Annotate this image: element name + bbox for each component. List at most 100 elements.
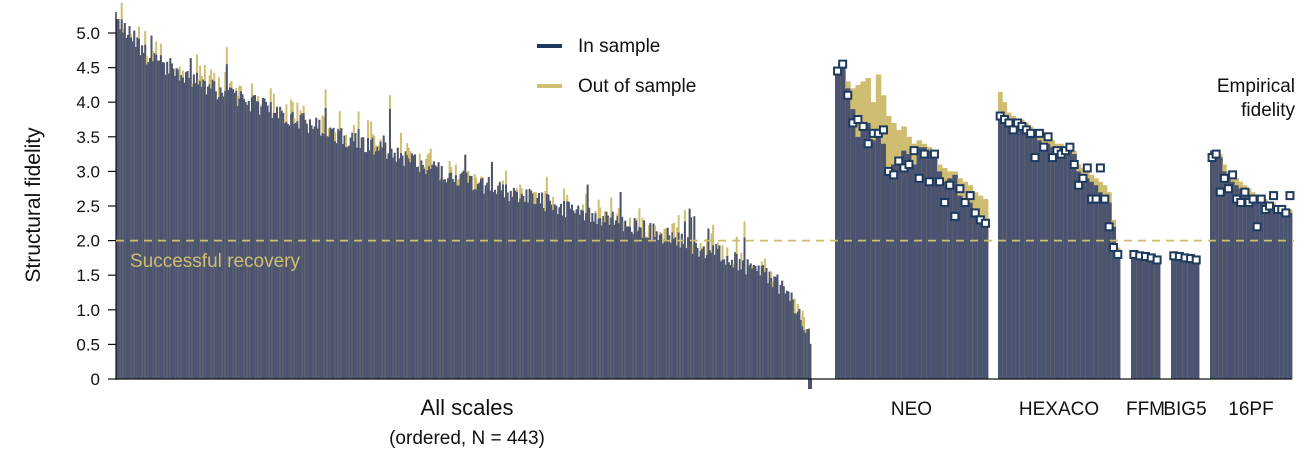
bar-in-sample xyxy=(716,248,719,379)
group-label: FFM xyxy=(1126,399,1165,420)
bar-in-sample xyxy=(318,119,321,379)
bar-in-sample xyxy=(572,210,575,379)
bar-in-sample xyxy=(525,189,528,379)
bar-in-sample xyxy=(721,259,724,379)
bar-in-sample xyxy=(724,264,727,379)
bar-in-sample xyxy=(142,53,145,380)
bar-in-sample xyxy=(691,253,694,379)
bar-in-sample xyxy=(1182,256,1189,379)
bar-in-sample xyxy=(702,246,705,379)
empirical-marker xyxy=(1285,191,1295,201)
bar-in-sample xyxy=(1283,212,1289,379)
bar-in-sample xyxy=(274,112,277,379)
empirical-marker xyxy=(1100,194,1110,204)
empirical-marker xyxy=(1113,249,1123,259)
empirical-marker xyxy=(955,184,965,194)
bar-in-sample xyxy=(409,162,412,379)
bar-in-sample xyxy=(523,201,526,379)
bar-in-sample xyxy=(486,182,489,379)
bar-in-sample xyxy=(759,275,762,379)
bar-in-sample xyxy=(1142,255,1149,379)
bar-in-sample xyxy=(649,223,652,379)
bar-in-sample xyxy=(840,64,846,379)
markers-layer xyxy=(833,59,1295,265)
bar-in-sample xyxy=(563,201,566,379)
bar-in-sample xyxy=(972,209,979,379)
bar-in-sample xyxy=(371,137,374,379)
empirical-marker xyxy=(914,173,924,183)
bar-in-sample xyxy=(415,166,418,379)
bar-in-sample xyxy=(447,178,449,379)
bar-in-sample xyxy=(594,213,597,379)
bar-in-sample xyxy=(621,216,624,379)
empirical-marker xyxy=(924,177,934,187)
bar-in-sample xyxy=(250,97,253,379)
bar-in-sample xyxy=(425,173,428,379)
bar-in-sample xyxy=(348,145,351,379)
bar-in-sample xyxy=(379,141,382,379)
bar-in-sample xyxy=(225,64,228,379)
bar-in-sample xyxy=(967,202,974,379)
bar-in-sample xyxy=(299,115,302,379)
bar-in-sample xyxy=(407,158,410,379)
bar-in-sample xyxy=(465,172,468,379)
bar-in-sample xyxy=(283,123,286,379)
bar-in-sample xyxy=(268,112,271,380)
bar-in-sample xyxy=(464,154,467,379)
bar-in-sample xyxy=(1006,122,1012,380)
bar-in-sample xyxy=(1098,192,1103,379)
bar-in-sample xyxy=(155,54,158,380)
empirical-marker xyxy=(853,115,863,124)
bar-in-sample xyxy=(514,190,517,379)
bar-in-sample xyxy=(680,233,683,379)
bar-in-sample xyxy=(632,233,635,379)
bar-in-sample xyxy=(522,195,525,379)
bar-in-sample xyxy=(414,154,417,379)
bar-in-sample xyxy=(1063,150,1069,379)
bar-in-sample xyxy=(147,62,150,380)
bar-in-sample xyxy=(597,218,600,379)
empirical-marker xyxy=(1069,159,1079,169)
empirical-marker xyxy=(1248,194,1258,204)
bar-in-sample xyxy=(123,22,126,380)
bar-in-sample xyxy=(796,311,799,379)
bar-in-sample xyxy=(519,198,522,379)
bar-in-sample xyxy=(896,161,902,379)
bar-in-sample xyxy=(346,147,349,379)
bar-in-sample xyxy=(699,250,702,379)
bar-in-sample xyxy=(767,283,770,379)
y-tick-label: 0.5 xyxy=(76,335,100,354)
empirical-marker xyxy=(1065,142,1075,152)
bar-in-sample xyxy=(150,35,153,380)
bar-in-sample xyxy=(199,80,202,379)
bar-in-sample xyxy=(451,179,454,379)
empirical-marker xyxy=(833,66,843,76)
bar-in-sample xyxy=(998,116,1003,379)
empirical-marker xyxy=(878,125,888,135)
bar-in-sample xyxy=(483,193,486,379)
y-tick-label: 4.0 xyxy=(76,93,100,112)
bar-in-sample xyxy=(210,88,213,380)
bar-in-sample xyxy=(1263,202,1268,379)
empirical-marker xyxy=(1104,222,1114,232)
bar-in-sample xyxy=(330,129,333,379)
bar-in-sample xyxy=(614,220,617,379)
bar-in-sample xyxy=(387,153,390,379)
bar-in-sample xyxy=(536,197,539,379)
bar-in-sample xyxy=(475,189,478,379)
bar-in-sample xyxy=(982,219,989,379)
group-label: 16PF xyxy=(1228,399,1273,420)
bar-in-sample xyxy=(222,96,225,379)
bar-in-sample xyxy=(561,215,564,379)
empirical-marker xyxy=(1026,128,1036,138)
empirical-marker xyxy=(965,191,975,201)
bar-in-sample xyxy=(619,192,622,379)
empirical-marker xyxy=(904,159,914,169)
bar-in-sample xyxy=(404,151,407,379)
bar-in-sample xyxy=(751,268,754,379)
bar-in-sample xyxy=(776,274,779,379)
bar-in-sample xyxy=(473,189,476,379)
bar-in-sample xyxy=(1054,147,1060,379)
bar-in-sample xyxy=(484,185,487,379)
bar-in-sample xyxy=(734,252,737,379)
